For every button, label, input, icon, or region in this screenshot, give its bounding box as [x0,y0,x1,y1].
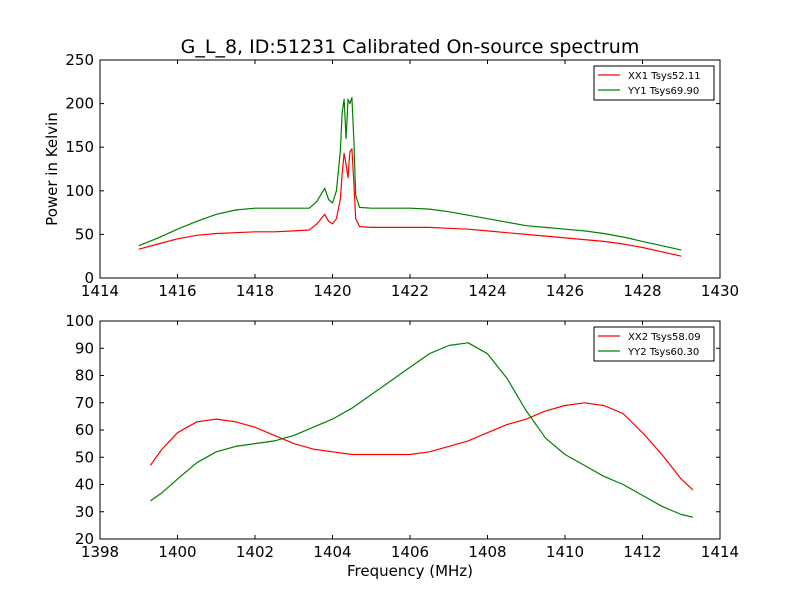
y-tick-label: 0 [84,269,94,287]
legend-box [593,326,715,362]
x-tick-label: 1408 [468,543,506,561]
x-tick-label: 1414 [701,543,739,561]
x-tick-label: 1424 [468,282,506,300]
y-tick-label: 20 [75,530,94,548]
y-tick-label: 50 [75,448,94,466]
series-line-0-1 [138,96,682,251]
y-tick-label: 100 [65,182,94,200]
y-tick-label: 90 [75,339,94,357]
legend-label: YY2 Tsys60.30 [627,347,699,358]
y-tick-label: 100 [65,312,94,330]
x-tick-label: 1402 [236,543,274,561]
legend-0: XX1 Tsys52.11 YY1 Tsys69.90 [593,65,715,101]
figure-title: G_L_8, ID:51231 Calibrated On-source spe… [181,36,640,58]
legend-label: YY1 Tsys69.90 [627,86,699,97]
x-tick-label: 1410 [546,543,584,561]
legend-label: XX2 Tsys58.09 [628,332,701,343]
y-tick-label: 60 [75,421,94,439]
series-line-0-0 [138,148,682,257]
x-tick-label: 1416 [158,282,196,300]
y-tick-label: 50 [75,225,94,243]
y-tick-label: 70 [75,394,94,412]
legend-label: XX1 Tsys52.11 [628,71,701,82]
x-tick-label: 1430 [701,282,739,300]
lower-spectrum-panel: 1398 1400 1402 1404 1406 1408 1410 1412 1414 20 30… [65,312,739,561]
y-tick-label: 200 [65,95,94,113]
y-tick-label: 80 [75,367,94,385]
legend-box [593,65,715,101]
y-tick-label: 40 [75,476,94,494]
x-tick-label: 1400 [158,543,196,561]
x-tick-label: 1418 [236,282,274,300]
x-tick-label: 1414 [81,282,119,300]
y-axis-label: Power in Kelvin [43,112,61,226]
y-tick-label: 150 [65,138,94,156]
x-tick-label: 1412 [623,543,661,561]
upper-spectrum-panel: 1414 1416 1418 1420 1422 1424 1426 1428 1430 0 50 1… [43,51,739,300]
x-tick-label: 1426 [546,282,584,300]
x-tick-label: 1398 [81,543,119,561]
x-tick-label: 1422 [391,282,429,300]
series-line-1-0 [149,402,694,491]
x-tick-label: 1404 [313,543,351,561]
legend-1: XX2 Tsys58.09 YY2 Tsys60.30 [593,326,715,362]
y-tick-label: 250 [65,51,94,69]
x-tick-label: 1420 [313,282,351,300]
series-line-1-1 [150,342,694,518]
x-tick-label: 1428 [623,282,661,300]
y-tick-label: 30 [75,503,94,521]
x-tick-label: 1406 [391,543,429,561]
x-axis-label: Frequency (MHz) [347,562,473,580]
